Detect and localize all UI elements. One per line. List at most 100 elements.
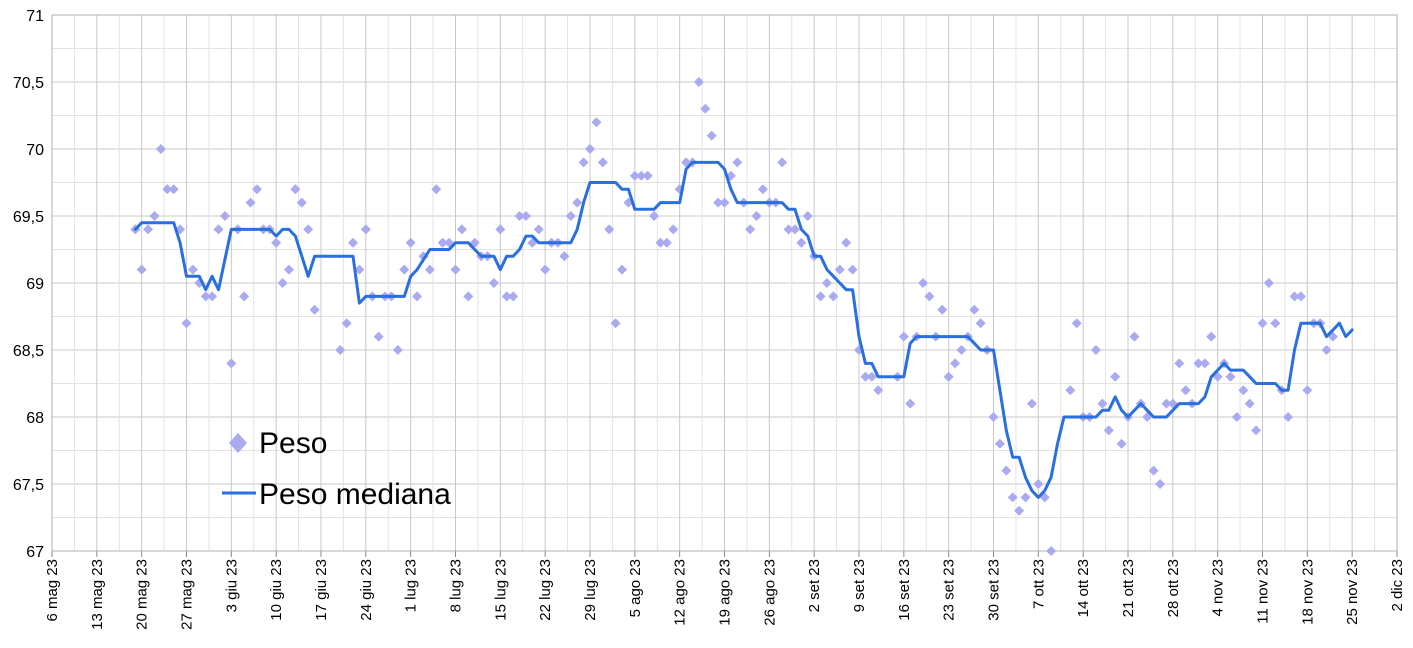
scatter-point	[751, 211, 762, 221]
scatter-point	[777, 157, 788, 168]
scatter-point	[815, 291, 826, 302]
scatter-point	[789, 224, 800, 235]
scatter-point	[1097, 398, 1108, 409]
x-tick-label: 2 set 23	[806, 559, 823, 612]
scatter-point	[1251, 425, 1262, 436]
scatter-point	[392, 345, 403, 355]
scatter-point	[1020, 492, 1031, 503]
scatter-point	[706, 130, 717, 141]
y-tick-label: 67	[26, 544, 44, 561]
scatter-point	[488, 278, 499, 288]
legend: Peso Peso mediana	[222, 427, 451, 511]
scatter-point	[700, 103, 711, 114]
scatter-point	[975, 318, 986, 329]
scatter-point	[187, 264, 198, 275]
scatter-point	[597, 157, 608, 168]
scatter-point	[745, 224, 756, 235]
scatter-point	[418, 251, 429, 262]
x-tick-label: 5 ago 23	[627, 559, 644, 617]
x-tick-label: 20 mag 23	[134, 559, 151, 630]
scatter-point	[226, 358, 237, 369]
grid	[51, 14, 1398, 557]
y-tick-label: 67,5	[13, 477, 44, 494]
scatter-point	[834, 264, 845, 275]
y-tick-label: 68,5	[13, 343, 44, 360]
scatter-point	[1103, 425, 1114, 436]
x-tick-label: 23 set 23	[941, 559, 958, 621]
scatter-point	[565, 211, 576, 221]
scatter-point	[642, 170, 653, 181]
scatter-point	[866, 371, 877, 382]
scatter-point	[1065, 385, 1076, 396]
scatter-point	[572, 197, 583, 208]
scatter-point	[732, 157, 743, 168]
x-tick-label: 13 mag 23	[89, 559, 106, 630]
scatter-point	[1001, 465, 1012, 476]
scatter-point	[373, 331, 384, 342]
scatter-point	[610, 318, 621, 329]
x-tick-label: 18 nov 23	[1299, 559, 1316, 625]
scatter-point	[1129, 331, 1140, 342]
x-tick-label: 25 nov 23	[1344, 559, 1361, 625]
scatter-point	[1283, 412, 1294, 422]
scatter-point	[1046, 546, 1057, 556]
scatter-point	[354, 264, 365, 275]
scatter-point	[1231, 412, 1242, 422]
scatter-point	[1090, 345, 1101, 355]
scatter-point	[1110, 371, 1121, 382]
scatter-point	[207, 291, 218, 302]
y-tick-label: 70	[26, 142, 44, 159]
scatter-point	[591, 117, 602, 128]
x-tick-label: 6 mag 23	[44, 559, 61, 622]
x-tick-label: 11 nov 23	[1255, 559, 1272, 624]
x-tick-label: 17 giu 23	[313, 559, 330, 621]
x-tick-label: 27 mag 23	[179, 559, 196, 630]
legend-item-line: Peso mediana	[222, 478, 451, 511]
x-tick-label: 22 lug 23	[537, 559, 554, 621]
scatter-point	[847, 264, 858, 275]
scatter-point	[514, 211, 525, 221]
scatter-point	[271, 237, 282, 248]
scatter-point	[450, 264, 461, 275]
scatter-point	[431, 184, 442, 195]
x-tick-label: 29 lug 23	[582, 559, 599, 621]
x-tick-label: 15 lug 23	[492, 559, 509, 621]
y-tick-label: 68	[26, 410, 44, 427]
scatter-point	[924, 291, 935, 302]
x-tick-label: 30 set 23	[986, 559, 1003, 621]
x-tick-label: 12 ago 23	[672, 559, 689, 626]
scatter-point	[1155, 479, 1166, 489]
scatter-point	[693, 77, 704, 87]
scatter-point	[1148, 465, 1159, 476]
scatter-point	[1180, 385, 1191, 396]
line-series	[133, 160, 1354, 499]
legend-label-scatter: Peso	[259, 427, 327, 460]
scatter-point	[533, 224, 544, 235]
scatter-point	[841, 237, 852, 248]
x-tick-label: 9 set 23	[851, 559, 868, 612]
scatter-point	[1270, 318, 1281, 329]
scatter-point	[956, 345, 967, 355]
scatter-point	[719, 197, 730, 208]
scatter-point	[437, 237, 448, 248]
scatter-point	[303, 224, 314, 235]
scatter-point	[405, 237, 416, 248]
x-tick-label: 26 ago 23	[761, 559, 778, 626]
scatter-point	[251, 184, 262, 195]
scatter-point	[1238, 385, 1249, 396]
scatter-point	[1026, 398, 1037, 409]
x-tick-label: 4 nov 23	[1210, 559, 1227, 617]
legend-diamond-marker	[229, 433, 247, 453]
x-tick-label: 19 ago 23	[717, 559, 734, 626]
scatter-point	[463, 291, 474, 302]
scatter-point	[994, 438, 1005, 449]
y-tick-label: 69,5	[13, 209, 44, 226]
scatter-point	[155, 144, 166, 154]
legend-item-scatter: Peso	[229, 427, 327, 460]
x-tick-label: 3 giu 23	[223, 559, 240, 612]
y-tick-label: 69	[26, 276, 44, 293]
y-axis-tick-labels: 67 67,5 68 68,5 69 69,5 70 70,5 71	[13, 8, 44, 561]
scatter-point	[950, 358, 961, 369]
scatter-point	[1071, 318, 1082, 329]
scatter-point	[796, 237, 807, 248]
